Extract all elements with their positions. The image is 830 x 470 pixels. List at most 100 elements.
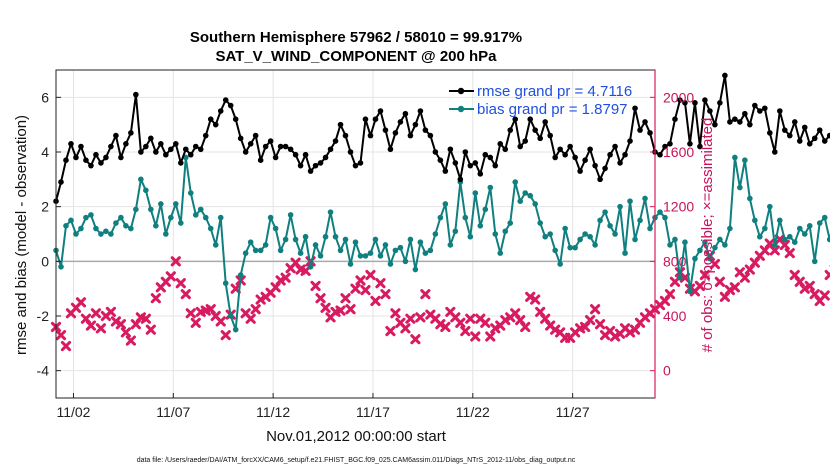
obs-marker: [360, 284, 371, 296]
obs-marker: [315, 293, 326, 304]
bias-point: [242, 250, 249, 256]
rmse-point: [632, 105, 638, 112]
bias-point: [657, 209, 663, 215]
bias-point: [192, 212, 199, 218]
rmse-point: [752, 102, 758, 109]
obs-marker: [804, 280, 815, 292]
rmse-point: [712, 121, 718, 128]
obs-marker: [724, 284, 735, 296]
rmse-point: [302, 151, 309, 158]
bias-point: [252, 247, 259, 254]
rmse-point: [217, 108, 224, 114]
rmse-point: [447, 146, 454, 153]
bias-point: [617, 203, 623, 210]
obs-marker: [480, 317, 491, 328]
rmse-point: [227, 102, 234, 109]
obs-marker: [415, 312, 426, 323]
rmse-point: [497, 141, 504, 147]
obs-marker: [250, 304, 261, 315]
rmse-point: [717, 100, 723, 106]
rmse-point: [647, 130, 653, 136]
bias-point: [212, 242, 219, 248]
obs-marker: [714, 276, 725, 287]
obs-marker: [245, 313, 256, 324]
bias-point: [327, 209, 334, 215]
rmse-point: [522, 138, 529, 144]
rmse-point: [262, 143, 269, 150]
chart-title: Southern Hemisphere 57962 / 58010 = 99.9…: [190, 29, 522, 46]
bias-point: [547, 231, 553, 237]
obs-marker: [390, 308, 401, 319]
rmse-point: [557, 146, 563, 153]
rmse-point: [452, 160, 459, 166]
rmse-point: [387, 146, 394, 153]
y-right-tick-label: 800: [663, 253, 687, 269]
rmse-point: [407, 132, 414, 139]
obs-marker: [455, 317, 466, 328]
bias-point: [447, 242, 454, 248]
bias-point: [637, 217, 643, 224]
bias-point: [517, 198, 524, 204]
obs-marker: [370, 295, 381, 307]
obs-marker: [170, 256, 181, 267]
bias-point: [772, 242, 778, 248]
bias-point: [148, 206, 154, 213]
rmse-point: [342, 132, 349, 139]
rmse-point: [63, 157, 69, 163]
bias-point: [187, 190, 194, 196]
rmse-point: [732, 116, 738, 122]
obs-marker: [85, 320, 97, 331]
rmse-point: [532, 127, 538, 133]
bias-point: [412, 266, 419, 273]
bias-point: [113, 220, 119, 226]
bias-point: [197, 206, 204, 213]
obs-marker: [405, 313, 416, 324]
bias-point: [133, 206, 139, 213]
obs-marker: [380, 289, 391, 300]
bias-point: [522, 190, 529, 196]
rmse-point: [537, 135, 543, 142]
rmse-point: [727, 119, 733, 125]
bias-point: [407, 236, 414, 243]
rmse-point: [542, 119, 548, 125]
rmse-point: [367, 132, 374, 139]
obs-marker: [624, 327, 636, 338]
rmse-point: [472, 160, 479, 166]
obs-marker: [115, 319, 126, 330]
bias-point: [811, 258, 818, 265]
rmse-point: [292, 151, 299, 158]
rmse-point: [272, 154, 279, 161]
rmse-point: [138, 149, 144, 155]
rmse-point: [282, 143, 289, 150]
obs-marker: [709, 258, 720, 270]
bias-point: [63, 223, 69, 229]
rmse-point: [786, 132, 793, 139]
rmse-point: [816, 127, 823, 133]
obs-marker: [335, 305, 346, 316]
rmse-point: [257, 157, 264, 163]
obs-marker: [694, 280, 706, 292]
bias-point: [612, 231, 618, 237]
rmse-point: [747, 121, 753, 128]
obs-marker: [345, 304, 356, 315]
rmse-point: [128, 130, 134, 136]
bias-point: [417, 239, 424, 245]
obs-marker: [150, 293, 161, 304]
obs-marker: [280, 272, 291, 283]
y-right-tick-label: 1200: [663, 199, 694, 215]
bias-point: [742, 157, 748, 163]
rmse-point: [821, 138, 828, 144]
rmse-point: [627, 138, 633, 144]
footnote: data file: /Users/raeder/DAI/ATM_forcXX/…: [137, 457, 576, 464]
bias-point: [462, 214, 469, 221]
bias-point: [532, 201, 538, 207]
bias-point: [207, 225, 214, 232]
obs-marker: [355, 275, 366, 286]
obs-marker: [739, 272, 750, 283]
rmse-point: [357, 160, 364, 166]
rmse-point: [622, 151, 628, 158]
bias-point: [776, 217, 783, 224]
bias-point: [722, 242, 728, 248]
rmse-point: [212, 121, 219, 128]
